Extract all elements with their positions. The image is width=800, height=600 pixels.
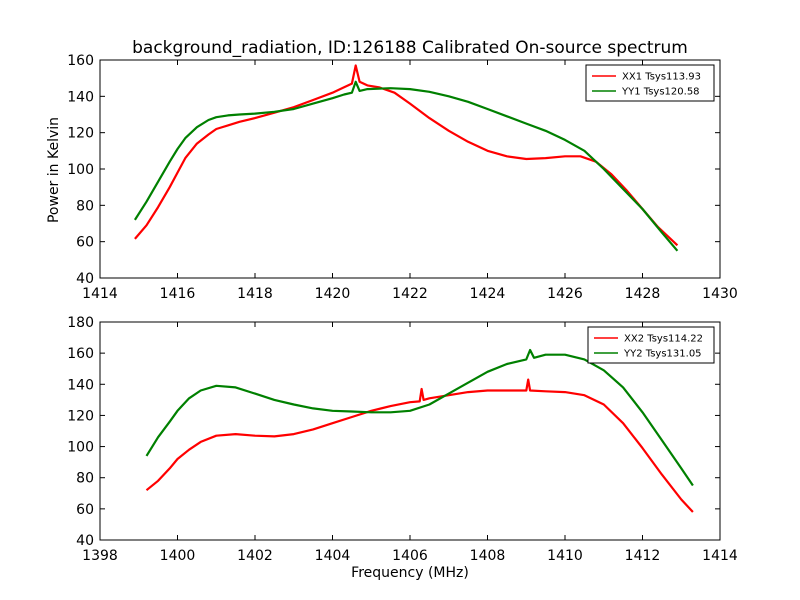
bottom-series-line-1 (145, 378, 694, 513)
top-y-tick-label: 60 (76, 235, 94, 251)
bottom-legend-label-2: YY2 Tsys131.05 (623, 349, 702, 360)
bottom-x-tick-label: 1414 (702, 548, 738, 564)
top-x-tick-label: 1414 (82, 286, 118, 302)
bottom-legend-label-1: XX2 Tsys114.22 (624, 334, 703, 345)
top-y-tick-label: 100 (67, 162, 94, 178)
bottom-x-tick-label: 1400 (160, 548, 196, 564)
bottom-y-tick-label: 180 (67, 315, 94, 331)
bottom-x-tick-label: 1404 (315, 548, 351, 564)
top-y-tick-label: 160 (67, 53, 94, 69)
bottom-y-tick-label: 40 (76, 533, 94, 549)
top-series-line-1 (134, 64, 679, 247)
bottom-x-tick-label: 1398 (82, 548, 118, 564)
bottom-x-tick-label: 1402 (237, 548, 273, 564)
top-x-tick-label: 1430 (702, 286, 738, 302)
bottom-legend-box (587, 326, 715, 364)
top-x-tick-label: 1426 (547, 286, 583, 302)
bottom-x-tick-label: 1410 (547, 548, 583, 564)
top-x-tick-label: 1428 (625, 286, 661, 302)
top-plot-panel: 1414 1416 1418 1420 1422 1424 1426 1428 1430 40 60… (67, 53, 738, 302)
bottom-y-tick-label: 100 (67, 440, 94, 456)
top-y-tick-label: 140 (67, 89, 94, 105)
top-y-tick-label: 120 (67, 126, 94, 142)
top-x-tick-label: 1422 (392, 286, 428, 302)
top-x-tick-label: 1420 (315, 286, 351, 302)
bottom-plot-panel: 1398 1400 1402 1404 1406 1408 1410 1412 1414 40 60… (67, 315, 738, 564)
bottom-x-tick-label: 1408 (470, 548, 506, 564)
top-x-tick-label: 1416 (160, 286, 196, 302)
bottom-y-tick-label: 160 (67, 346, 94, 362)
bottom-y-tick-label: 80 (76, 471, 94, 487)
top-x-tick-label: 1424 (470, 286, 506, 302)
bottom-y-tick-label: 60 (76, 502, 94, 518)
top-y-tick-label: 80 (76, 198, 94, 214)
x-axis-label: Frequency (MHz) (351, 565, 469, 581)
top-x-tick-label: 1418 (237, 286, 273, 302)
bottom-x-tick-label: 1406 (392, 548, 428, 564)
top-legend-label-2: YY1 Tsys120.58 (621, 87, 700, 98)
top-series-line-2 (133, 80, 679, 252)
bottom-y-tick-label: 140 (67, 377, 94, 393)
bottom-series-line-2 (145, 348, 694, 487)
bottom-x-tick-label: 1412 (625, 548, 661, 564)
top-y-tick-label: 40 (76, 271, 94, 287)
top-legend-box (585, 64, 715, 102)
top-legend-label-1: XX1 Tsys113.93 (622, 72, 701, 83)
figure-title: background_radiation, ID:126188 Calibrat… (132, 38, 688, 58)
y-axis-label: Power in Kelvin (46, 117, 62, 223)
bottom-y-tick-label: 120 (67, 408, 94, 424)
